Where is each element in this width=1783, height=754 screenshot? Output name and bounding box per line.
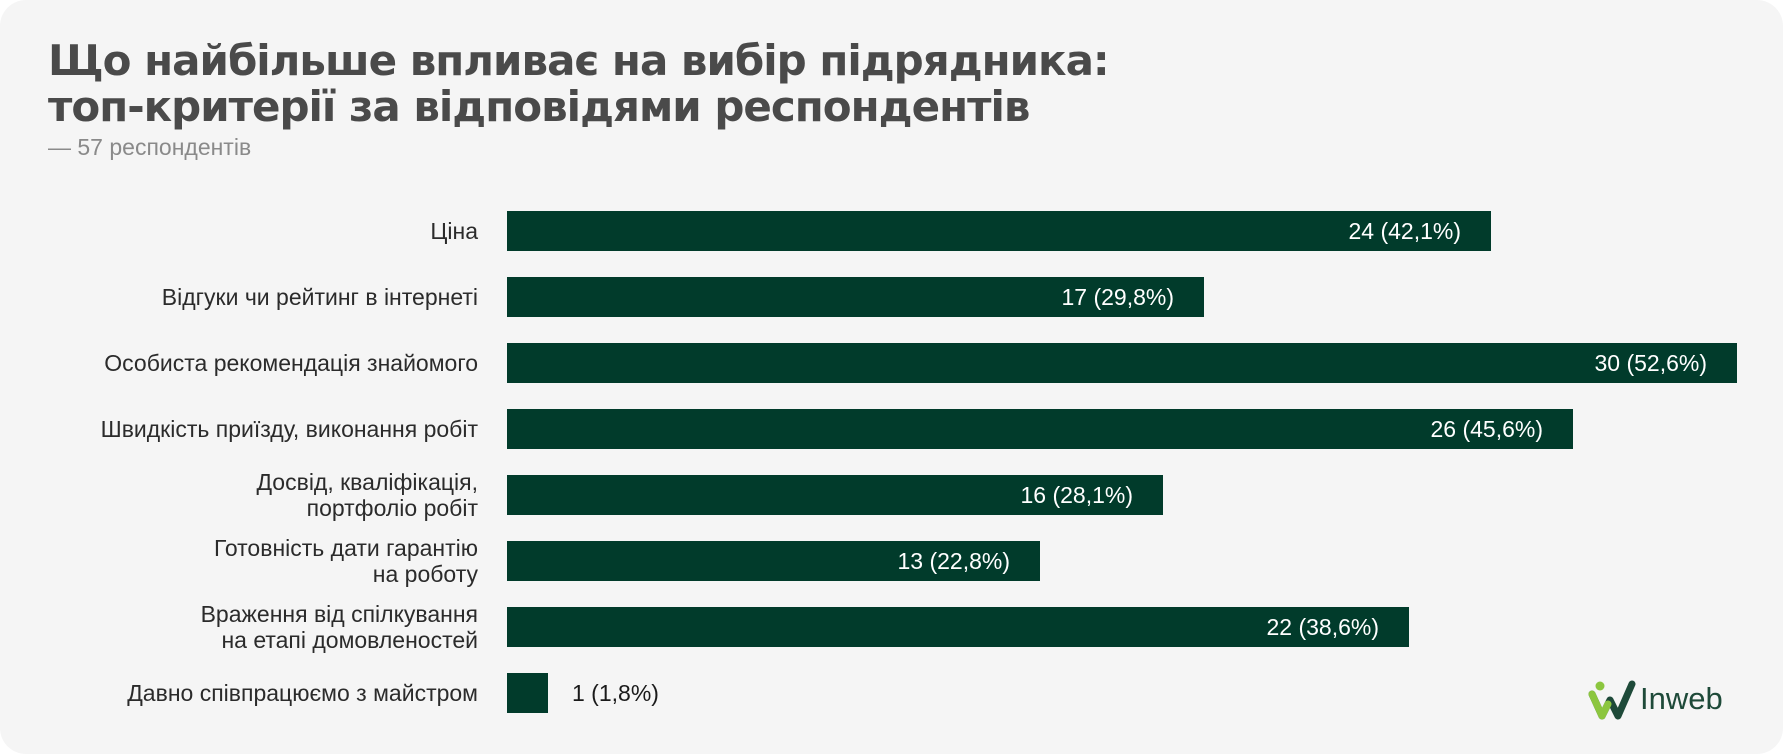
category-label: Швидкість приїзду, виконання робіт [101, 416, 479, 442]
chart-title: Що найбільше впливає на вибір підрядника… [48, 36, 1110, 131]
data-label: 24 (42,1%) [1348, 218, 1461, 244]
bar [507, 211, 1491, 251]
data-label: 13 (22,8%) [897, 548, 1010, 574]
data-label: 30 (52,6%) [1594, 350, 1707, 376]
category-label: Досвід, кваліфікація, портфоліо робіт [256, 469, 478, 521]
category-label: Відгуки чи рейтинг в інтернеті [162, 284, 478, 310]
data-label: 1 (1,8%) [572, 680, 659, 706]
category-label: Враження від спілкування на етапі домовле… [201, 601, 478, 653]
brand-name: Inweb [1640, 681, 1723, 716]
bar [507, 277, 1204, 317]
chart-subtitle: — 57 респондентів [48, 134, 252, 160]
data-label: 17 (29,8%) [1061, 284, 1174, 310]
bar [507, 541, 1040, 581]
bar [507, 673, 548, 713]
inweb-logo-icon [1588, 680, 1636, 720]
bar [507, 343, 1737, 383]
bar [507, 607, 1409, 647]
bar [507, 409, 1573, 449]
category-label: Готовність дати гарантію на роботу [214, 535, 479, 587]
category-label: Ціна [430, 218, 478, 244]
bar [507, 475, 1163, 515]
data-label: 16 (28,1%) [1020, 482, 1133, 508]
category-label: Давно співпрацюємо з майстром [127, 680, 478, 706]
data-label: 26 (45,6%) [1430, 416, 1543, 442]
category-label: Особиста рекомендація знайомого [104, 350, 478, 376]
data-label: 22 (38,6%) [1266, 614, 1379, 640]
